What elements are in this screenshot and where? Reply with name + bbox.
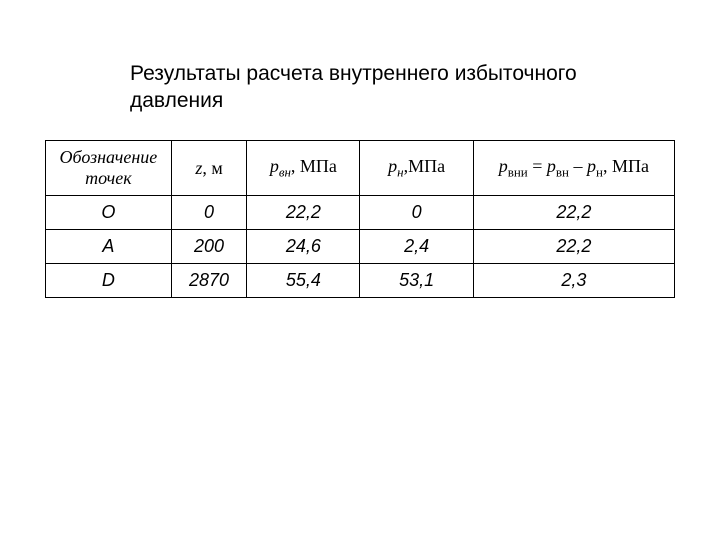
cell-label: A <box>46 230 172 264</box>
table-row: D 2870 55,4 53,1 2,3 <box>46 264 675 298</box>
pressure-table-container: Обозначение точек z, м pвн, МПа pн,МПа p… <box>45 140 675 298</box>
cell-pvn: 55,4 <box>247 264 360 298</box>
cell-pvni: 22,2 <box>473 230 674 264</box>
page-title: Результаты расчета внутреннего избыточно… <box>130 60 590 115</box>
cell-z: 2870 <box>171 264 246 298</box>
col-header-label: Обозначение точек <box>46 141 172 196</box>
col-header-z: z, м <box>171 141 246 196</box>
table-row: A 200 24,6 2,4 22,2 <box>46 230 675 264</box>
cell-z: 200 <box>171 230 246 264</box>
cell-pvni: 22,2 <box>473 196 674 230</box>
pressure-table: Обозначение точек z, м pвн, МПа pн,МПа p… <box>45 140 675 298</box>
cell-label: O <box>46 196 172 230</box>
cell-pvn: 24,6 <box>247 230 360 264</box>
cell-pn: 53,1 <box>360 264 473 298</box>
cell-pvni: 2,3 <box>473 264 674 298</box>
col-header-pn: pн,МПа <box>360 141 473 196</box>
table-header-row: Обозначение точек z, м pвн, МПа pн,МПа p… <box>46 141 675 196</box>
table-row: O 0 22,2 0 22,2 <box>46 196 675 230</box>
cell-label: D <box>46 264 172 298</box>
col-header-pvni: pвни = pвн – pн, МПа <box>473 141 674 196</box>
col-header-pvn: pвн, МПа <box>247 141 360 196</box>
cell-pn: 2,4 <box>360 230 473 264</box>
cell-pvn: 22,2 <box>247 196 360 230</box>
cell-pn: 0 <box>360 196 473 230</box>
cell-z: 0 <box>171 196 246 230</box>
